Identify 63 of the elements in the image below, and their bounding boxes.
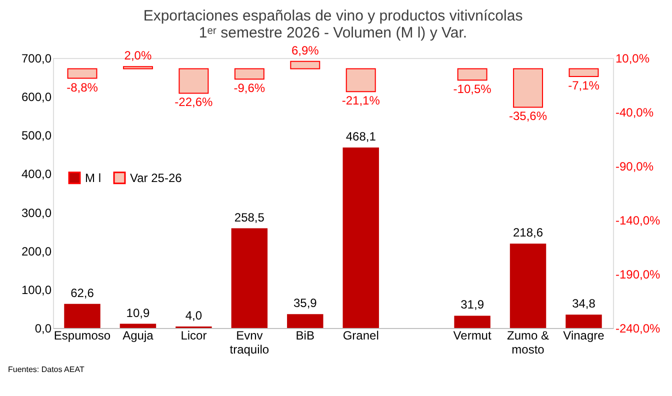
y-tick-label: 100,0: [21, 282, 52, 297]
y-tick-label: 500,0: [21, 128, 52, 143]
x-tick-label: Evnv traquilo: [230, 328, 270, 356]
bar: [290, 60, 320, 70]
y-tick-label: 0,0: [34, 322, 52, 336]
data-label: 218,6: [513, 226, 544, 240]
bar: [178, 68, 209, 94]
x-tick-label: Licor: [180, 328, 207, 342]
x-tick-label: Espumoso: [54, 328, 111, 342]
data-label: 62,6: [70, 286, 94, 300]
bar: [454, 316, 490, 328]
bar: [566, 314, 602, 328]
bar: [64, 304, 100, 328]
bar: [287, 314, 324, 328]
bar: [346, 68, 376, 92]
y2-tick-label: -190,0%: [616, 268, 661, 282]
legend-label: M l: [85, 170, 101, 185]
text: 1ᵉʳ semestre 2026 - Volumen (M l) y Var.: [198, 24, 468, 42]
y-tick-label: 600,0: [21, 90, 52, 104]
x-tick-label: Granel: [342, 328, 379, 342]
bar: [234, 68, 264, 80]
data-label: 468,1: [346, 129, 376, 144]
y2-tick-label: -40,0%: [616, 106, 654, 120]
y2-tick-label: 10,0%: [616, 52, 650, 66]
bar: [510, 244, 546, 328]
data-label: 6,9%: [291, 43, 320, 58]
data-label: 10,9: [126, 306, 150, 320]
source-note: Fuentes: Datos AEAT: [8, 365, 84, 374]
text: Exportaciones españolas de vino y productos vitivnícolas: [143, 7, 523, 24]
bar: [122, 66, 153, 70]
data-label: 34,8: [572, 296, 596, 311]
data-label: 31,9: [460, 298, 484, 312]
data-label: -9,6%: [234, 81, 266, 96]
bar: [513, 68, 544, 108]
bar: [342, 147, 379, 328]
data-label: -22,6%: [174, 95, 214, 110]
x-tick-label: Zumo & mosto: [507, 328, 550, 356]
x-tick-label: Aguja: [122, 328, 154, 342]
x-tick-label: Vermut: [453, 328, 492, 342]
y2-tick-label: -240,0%: [616, 322, 661, 336]
data-label: 258,5: [234, 210, 265, 224]
x-tick-label: Vinagre: [563, 328, 605, 342]
data-label: -7,1%: [568, 78, 600, 92]
y-tick-label: 200,0: [21, 244, 52, 258]
y2-tick-label: -140,0%: [616, 214, 661, 228]
x-tick-label: BiB: [296, 328, 314, 342]
bar: [231, 228, 268, 328]
data-label: 2,0%: [124, 48, 152, 63]
y2-tick-label: -90,0%: [616, 160, 654, 174]
bar: [568, 68, 599, 77]
bar: [67, 68, 98, 79]
legend-label: Var 25-26: [130, 170, 182, 185]
y-tick-label: 400,0: [21, 167, 52, 182]
data-label: 4,0: [185, 308, 202, 322]
data-label: -21,1%: [342, 94, 380, 108]
y-tick-label: 700,0: [21, 52, 52, 66]
bar: [120, 324, 156, 328]
bar: [457, 68, 488, 81]
data-label: 35,9: [293, 296, 318, 310]
data-label: -8,8%: [66, 80, 98, 94]
y-tick-label: 300,0: [21, 206, 52, 220]
data-label: -35,6%: [509, 109, 548, 124]
data-label: -10,5%: [453, 82, 492, 96]
